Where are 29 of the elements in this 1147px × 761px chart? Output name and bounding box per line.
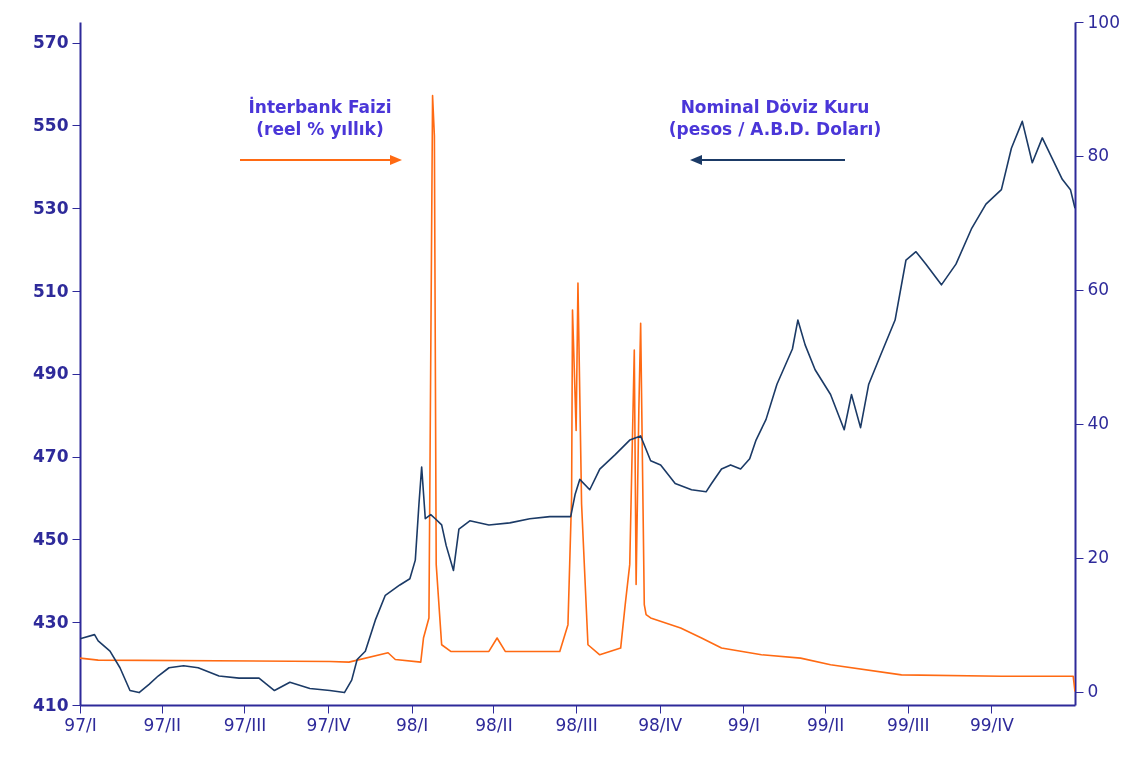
y2-tick-label: 20 [1087, 547, 1110, 568]
y-tick-label: 570 [33, 32, 69, 53]
y2-tick-label: 80 [1087, 145, 1110, 166]
x-tick-label: 98/II [475, 714, 513, 735]
y2-tick-label: 60 [1087, 279, 1110, 300]
y-tick-label: 430 [33, 611, 69, 632]
x-tick-label: 98/III [555, 714, 598, 735]
y-tick-label: 450 [33, 528, 69, 549]
y2-tick-label: 100 [1087, 11, 1120, 32]
x-tick-label: 97/II [143, 714, 181, 735]
x-tick-label: 97/III [223, 714, 267, 735]
y-tick-label: 410 [33, 694, 69, 715]
x-tick-label: 99/III [887, 714, 930, 735]
y-tick-label: 530 [33, 197, 69, 218]
x-tick-label: 98/IV [638, 714, 683, 735]
x-tick-label: 99/II [806, 714, 845, 735]
x-tick-label: 99/IV [969, 714, 1015, 735]
x-tick-label: 99/I [727, 714, 761, 735]
y2-tick-label: 40 [1087, 413, 1110, 434]
y-tick-label: 470 [33, 446, 69, 467]
annotation: Nominal Döviz Kuru (pesos / A.B.D. Doları) [668, 97, 882, 139]
y-tick-label: 490 [33, 363, 69, 384]
y2-tick-label: 0 [1087, 681, 1099, 702]
annotation: İnterbank Faizi (reel % yıllık) [248, 96, 392, 139]
x-tick-label: 97/I [64, 714, 97, 735]
y-tick-label: 550 [33, 114, 69, 135]
x-tick-label: 98/I [395, 714, 429, 735]
y-tick-label: 510 [33, 280, 69, 301]
x-tick-label: 97/IV [306, 714, 351, 735]
